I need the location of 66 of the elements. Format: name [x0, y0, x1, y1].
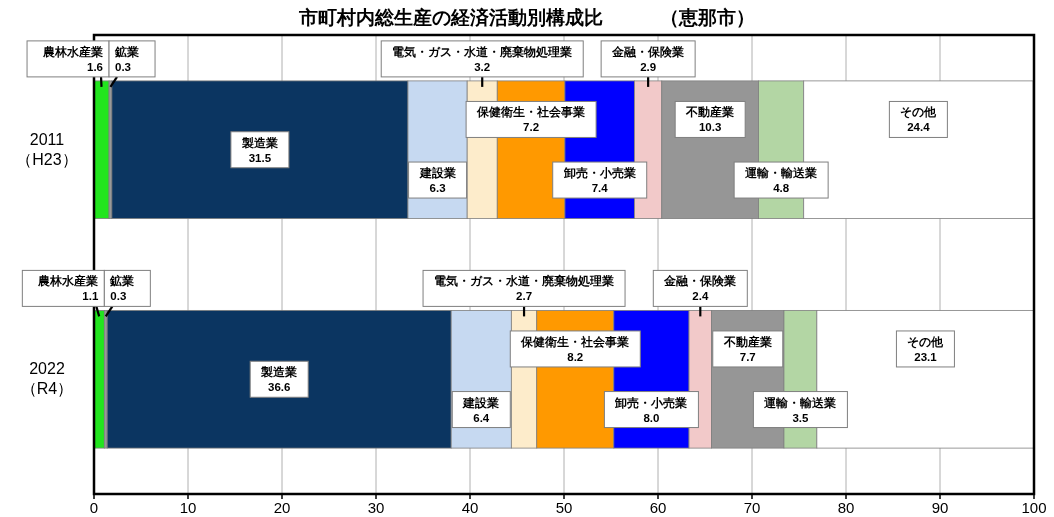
- data-label: 1.6: [87, 60, 104, 73]
- data-label: 鉱業 0.3: [108, 40, 156, 88]
- x-tick-label: 90: [931, 499, 949, 516]
- data-label: 製造業 31.5: [230, 131, 290, 169]
- x-tick-label: 0: [89, 499, 99, 516]
- data-label: その他 23.1: [895, 330, 955, 368]
- data-label: 10.3: [698, 121, 722, 134]
- series-label: 保健衛生・社会事業: [520, 334, 630, 348]
- series-label: 卸売・小売業: [562, 166, 636, 180]
- data-label: 電気・ガス・水道・廃棄物処理業 2.7: [422, 269, 626, 317]
- x-tick-label: 100: [1021, 499, 1047, 516]
- data-label: 運輸・輸送業 3.5: [752, 391, 848, 429]
- data-label: 7.7: [739, 350, 756, 363]
- data-label: 6.3: [429, 182, 446, 195]
- data-label: 7.4: [591, 182, 609, 195]
- x-tick-label: 30: [367, 499, 385, 516]
- series-label: その他: [900, 106, 938, 120]
- data-label: 不動産業 10.3: [674, 100, 746, 138]
- x-tick-label: 70: [743, 499, 761, 516]
- series-label: 不動産業: [722, 334, 772, 348]
- data-label: 卸売・小売業 8.0: [603, 391, 699, 429]
- data-label: 農林水産業 1.6: [26, 40, 110, 87]
- series-label: 建設業: [418, 166, 456, 180]
- data-label: 不動産業 7.7: [712, 330, 784, 368]
- data-label: 電気・ガス・水道・廃棄物処理業 3.2: [380, 40, 584, 87]
- data-label: 23.1: [914, 350, 938, 363]
- x-tick-label: 40: [461, 499, 479, 516]
- data-label: 鉱業 0.3: [103, 269, 151, 317]
- data-label: 製造業 36.6: [249, 360, 309, 398]
- series-label: 製造業: [240, 135, 278, 149]
- x-tick-label: 80: [837, 499, 855, 516]
- series-label: 運輸・輸送業: [744, 166, 818, 180]
- data-label: 金融・保険業 2.9: [600, 40, 696, 87]
- data-label: 2.9: [640, 60, 657, 73]
- data-label: 36.6: [267, 381, 291, 394]
- data-label: 保健衛生・社会事業 8.2: [509, 330, 641, 368]
- data-label: 建設業 6.4: [451, 391, 511, 429]
- y-tick-label: 2011 （H23）: [16, 130, 78, 168]
- data-label: 3.2: [474, 60, 491, 73]
- series-label: 農林水産業: [37, 274, 99, 288]
- x-tick-label: 60: [649, 499, 667, 516]
- data-label: 4.8: [773, 182, 790, 195]
- data-label: 0.3: [115, 60, 132, 73]
- data-label: 2.4: [692, 290, 709, 303]
- x-tick-label: 10: [179, 499, 197, 516]
- data-label: 保健衛生・社会事業 7.2: [465, 100, 597, 138]
- data-label: 8.0: [643, 411, 660, 424]
- x-tick-label: 20: [273, 499, 291, 516]
- data-label: 8.2: [567, 350, 584, 363]
- data-label: 31.5: [248, 151, 272, 164]
- data-label: 24.4: [907, 121, 931, 134]
- title: 市町村内総生産の経済活動別構成比 （恵那市）: [299, 7, 755, 28]
- data-label: 建設業 6.3: [408, 161, 468, 199]
- x-tick-label: 50: [555, 499, 573, 516]
- y-tick-label: 2022 （R4）: [20, 360, 74, 398]
- data-label: 卸売・小売業 7.4: [552, 161, 648, 199]
- data-label: 7.2: [523, 121, 540, 134]
- data-label: 0.3: [110, 290, 127, 303]
- data-label: 2.7: [516, 290, 533, 303]
- data-label: 1.1: [82, 290, 99, 303]
- data-label: その他 24.4: [888, 100, 948, 138]
- data-label: 金融・保険業 2.4: [652, 269, 748, 317]
- data-label: 運輸・輸送業 4.8: [733, 161, 829, 199]
- data-label: 6.4: [473, 411, 490, 424]
- data-label: 3.5: [792, 411, 809, 424]
- data-label: 農林水産業 1.1: [21, 269, 105, 317]
